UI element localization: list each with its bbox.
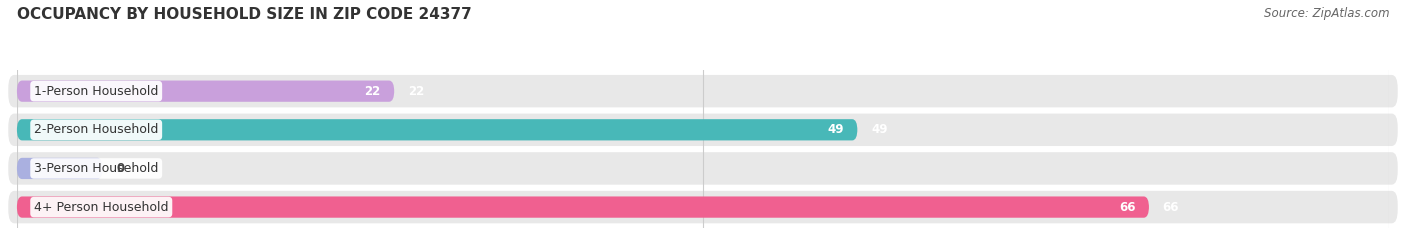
- Text: 49: 49: [872, 123, 887, 136]
- Text: 0: 0: [117, 162, 125, 175]
- FancyBboxPatch shape: [17, 196, 1149, 218]
- FancyBboxPatch shape: [17, 119, 858, 140]
- FancyBboxPatch shape: [17, 81, 394, 102]
- FancyBboxPatch shape: [8, 152, 1398, 185]
- FancyBboxPatch shape: [8, 113, 1398, 146]
- Text: 4+ Person Household: 4+ Person Household: [34, 201, 169, 214]
- Text: 22: 22: [408, 85, 425, 98]
- Text: OCCUPANCY BY HOUSEHOLD SIZE IN ZIP CODE 24377: OCCUPANCY BY HOUSEHOLD SIZE IN ZIP CODE …: [17, 7, 471, 22]
- Text: 2-Person Household: 2-Person Household: [34, 123, 159, 136]
- Text: 22: 22: [364, 85, 381, 98]
- FancyBboxPatch shape: [8, 75, 1398, 107]
- Text: 66: 66: [1119, 201, 1135, 214]
- FancyBboxPatch shape: [8, 191, 1398, 223]
- Text: 49: 49: [827, 123, 844, 136]
- Text: 1-Person Household: 1-Person Household: [34, 85, 159, 98]
- Text: 66: 66: [1163, 201, 1180, 214]
- Text: 3-Person Household: 3-Person Household: [34, 162, 159, 175]
- Text: Source: ZipAtlas.com: Source: ZipAtlas.com: [1264, 7, 1389, 20]
- FancyBboxPatch shape: [17, 158, 103, 179]
